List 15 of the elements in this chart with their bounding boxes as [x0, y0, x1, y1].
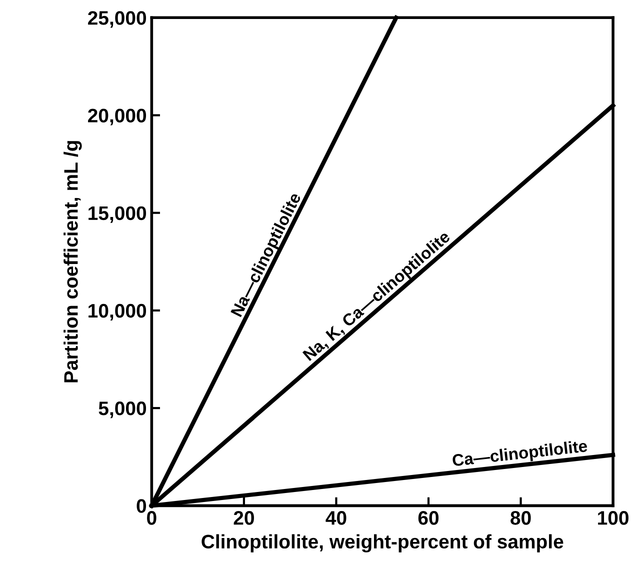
x-tick-label: 20	[234, 511, 254, 525]
y-tick-label: 25,000	[88, 11, 146, 28]
x-tick-label: 80	[510, 511, 531, 525]
x-tick-label: 100	[598, 511, 628, 525]
y-axis-title: Partition coefficient, mL /g	[64, 141, 82, 382]
x-tick-label: 40	[326, 511, 346, 525]
y-tick-label: 0	[136, 499, 146, 513]
y-tick-label: 5,000	[98, 402, 146, 418]
text: Ca—clinoptilolite	[452, 439, 588, 470]
y-tick-label: 20,000	[88, 108, 146, 126]
x-axis-title: Clinoptilolite, weight-percent of sample	[202, 534, 564, 552]
y-tick-label: 10,000	[88, 304, 146, 321]
x-tick-label: 0	[147, 511, 156, 525]
x-tick-label: 60	[418, 511, 439, 525]
y-tick-label: 15,000	[88, 206, 146, 223]
